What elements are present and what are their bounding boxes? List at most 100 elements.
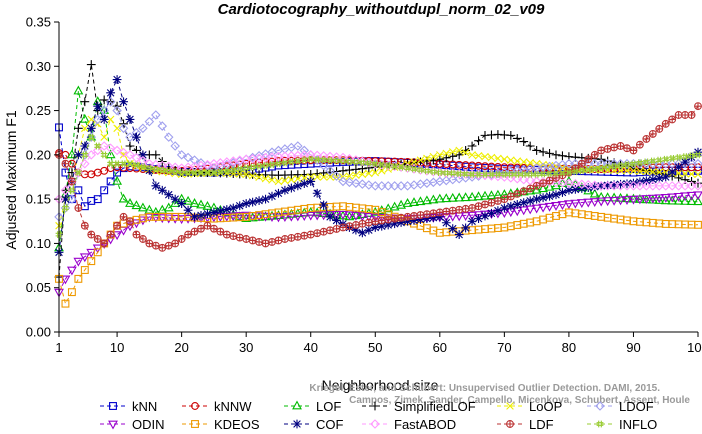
data-point-inflo	[533, 170, 541, 178]
y-tick-label: 0.30	[26, 59, 51, 74]
data-point-cof	[538, 193, 548, 203]
data-point-simplifiedlof	[80, 97, 90, 107]
legend-item-kdeos: KDEOS	[182, 417, 260, 432]
data-point-lof	[660, 195, 671, 205]
data-point-ldf	[158, 243, 167, 252]
data-point-ldf	[474, 202, 483, 211]
data-point-ldf	[526, 184, 535, 193]
data-point-simplifiedlof	[435, 154, 445, 164]
data-point-lof	[396, 199, 407, 209]
data-point-lof	[538, 183, 549, 193]
data-point-odin	[137, 216, 148, 226]
data-point-odin	[260, 212, 271, 222]
data-point-inflo	[94, 142, 102, 150]
data-point-inflo	[449, 169, 457, 177]
data-point-cof	[616, 179, 625, 189]
data-point-inflo	[307, 155, 315, 163]
data-point-ldof	[622, 158, 632, 169]
data-point-odin	[170, 214, 181, 224]
data-point-cof	[603, 180, 613, 190]
data-point-odin	[467, 211, 478, 221]
data-point-ldf	[590, 150, 599, 159]
data-point-lof	[673, 195, 684, 205]
data-point-ldf	[332, 224, 341, 233]
data-point-ldf	[106, 230, 115, 239]
data-point-fastabod	[602, 181, 613, 191]
data-point-lof	[434, 193, 445, 203]
data-point-inflo	[668, 155, 676, 162]
data-point-ldf	[642, 134, 651, 143]
data-point-lof	[137, 202, 148, 212]
data-point-ldf	[145, 239, 154, 248]
data-point-inflo	[610, 162, 618, 170]
data-point-ldof	[357, 179, 368, 189]
data-point-ldf	[668, 115, 677, 124]
data-point-cof	[132, 132, 141, 142]
data-point-lof	[589, 188, 600, 198]
data-point-fastabod	[557, 178, 568, 188]
data-point-fastabod	[518, 174, 529, 185]
data-point-loop	[461, 148, 470, 157]
data-point-inflo	[145, 164, 153, 172]
data-point-inflo	[365, 159, 373, 167]
data-point-loop	[481, 152, 489, 161]
data-point-lof	[441, 193, 452, 203]
data-point-lof	[460, 192, 471, 202]
data-point-ldf	[280, 235, 289, 243]
data-point-kdeos	[532, 217, 541, 226]
data-point-kdeos	[87, 257, 96, 266]
data-point-inflo	[500, 170, 508, 178]
data-point-cof	[215, 206, 225, 216]
data-point-loop	[629, 167, 638, 175]
data-point-ldf	[416, 211, 425, 220]
data-point-inflo	[526, 170, 534, 178]
data-point-inflo	[539, 170, 547, 178]
data-point-lof	[402, 198, 413, 207]
data-point-cof	[254, 196, 264, 206]
data-point-ldf	[67, 177, 76, 186]
data-point-ldf	[222, 230, 231, 239]
data-point-inflo	[475, 170, 482, 178]
data-point-inflo	[675, 154, 683, 161]
data-point-inflo	[371, 160, 379, 168]
data-point-inflo	[649, 157, 657, 165]
data-point-inflo	[326, 156, 334, 164]
data-point-loop	[410, 158, 418, 166]
data-point-lof	[267, 210, 277, 220]
data-point-cof	[125, 115, 135, 124]
data-point-ldof	[163, 132, 174, 142]
x-axis: 1 10 20 30 40 50 60 70 80 90 100	[55, 331, 702, 355]
data-point-ldf	[313, 229, 322, 238]
data-point-ldf	[493, 196, 502, 205]
data-point-ldf	[287, 233, 296, 242]
data-point-lof	[480, 190, 490, 200]
data-point-ldof	[318, 160, 329, 171]
data-point-fastabod	[163, 161, 174, 172]
data-point-ldof	[118, 123, 129, 134]
x-tick-label: 10	[110, 340, 124, 355]
data-point-inflo	[74, 169, 82, 176]
legend-label: LoOP	[529, 399, 562, 414]
data-point-loop	[429, 152, 438, 161]
data-point-ldf	[461, 204, 470, 213]
data-point-ldf	[190, 227, 199, 236]
data-point-cof	[499, 203, 509, 213]
data-point-cof	[403, 216, 412, 226]
data-point-fastabod	[86, 150, 97, 160]
data-point-odin	[163, 214, 174, 224]
data-point-inflo	[352, 158, 360, 166]
data-point-loop	[623, 166, 631, 175]
data-point-inflo	[417, 166, 424, 174]
data-point-cof	[99, 115, 109, 124]
data-point-loop	[248, 171, 257, 180]
data-point-ldf	[513, 189, 522, 198]
data-point-ldf	[500, 195, 509, 204]
data-point-odin	[634, 195, 645, 205]
data-point-ldf	[151, 241, 160, 250]
data-point-fastabod	[151, 159, 161, 170]
data-point-lof	[544, 181, 555, 191]
data-point-inflo	[358, 159, 366, 167]
data-point-knnw	[87, 170, 96, 179]
data-point-loop	[274, 177, 283, 186]
data-point-odin	[176, 215, 187, 225]
